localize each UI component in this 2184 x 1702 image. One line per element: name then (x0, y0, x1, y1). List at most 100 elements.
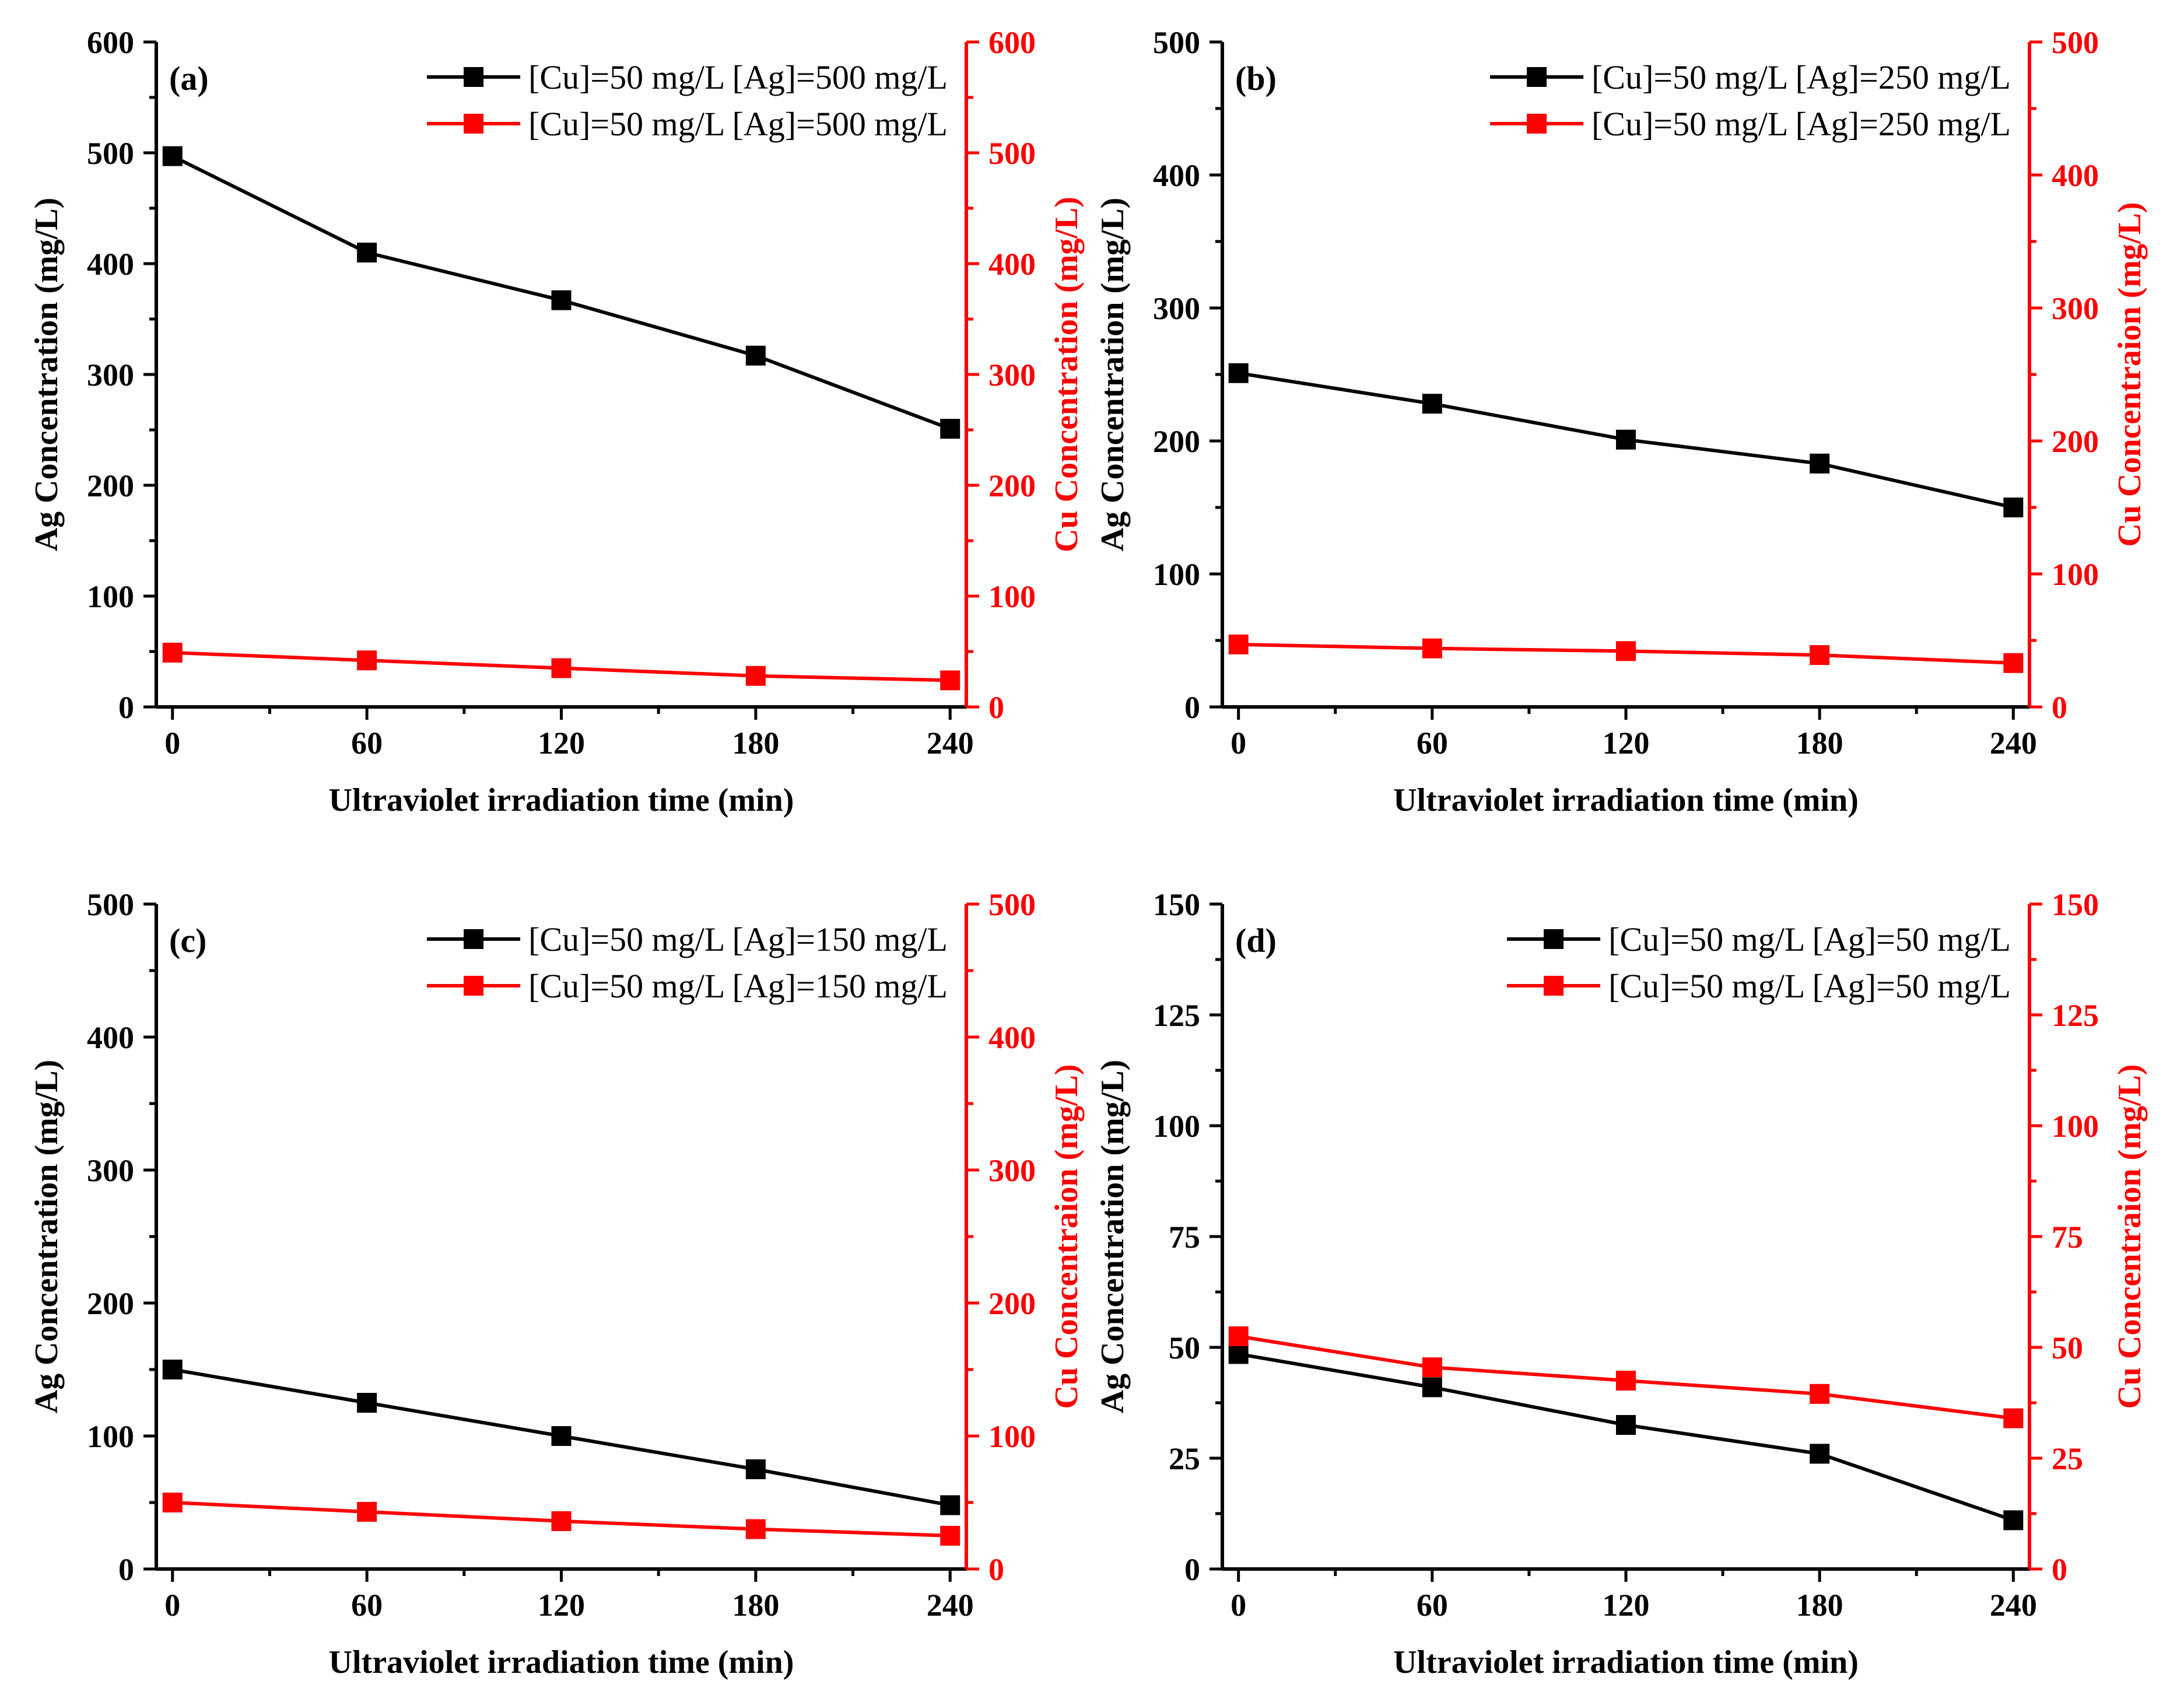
data-point-marker (551, 1511, 572, 1531)
y-axis-left-title: Ag Concentration (mg/L) (1095, 198, 1131, 552)
y-left-tick-label: 200 (1153, 424, 1200, 459)
legend-marker-swatch (464, 976, 484, 996)
data-point-marker (1810, 1444, 1830, 1464)
y-left-tick-label: 100 (1153, 557, 1200, 592)
y-left-tick-label: 400 (87, 247, 134, 282)
legend-marker-swatch (464, 929, 484, 949)
legend-marker-swatch (1544, 976, 1564, 996)
data-point-marker (551, 290, 572, 310)
data-point-marker (1810, 645, 1830, 666)
y-left-tick-label: 500 (87, 136, 134, 171)
y-left-tick-label: 0 (1184, 690, 1200, 725)
y-right-tick-label: 100 (988, 1419, 1036, 1454)
x-tick-label: 240 (1990, 1588, 2037, 1623)
y-axis-right-title: Cu Concentraion (mg/L) (2112, 202, 2148, 547)
y-left-tick-label: 300 (87, 358, 134, 393)
y-left-tick-label: 0 (118, 690, 134, 725)
y-left-tick-label: 200 (87, 468, 134, 503)
x-tick-label: 60 (1417, 1588, 1448, 1623)
data-point-marker (1616, 429, 1636, 450)
y-right-tick-label: 100 (988, 579, 1036, 614)
y-left-tick-label: 100 (87, 579, 134, 614)
y-left-tick-label: 100 (87, 1419, 134, 1454)
y-right-tick-label: 400 (988, 247, 1036, 282)
y-left-tick-label: 400 (87, 1020, 134, 1055)
panel-label: (d) (1235, 922, 1277, 959)
y-axis-right-title: Cu Concentraion (mg/L) (2112, 1064, 2148, 1409)
data-point-marker (357, 1501, 377, 1522)
y-right-tick-label: 500 (988, 887, 1036, 922)
data-point-marker (1616, 1415, 1636, 1435)
y-left-tick-label: 400 (1153, 158, 1200, 193)
data-point-marker (1228, 363, 1249, 383)
data-point-marker (745, 666, 766, 686)
data-point-marker (1422, 1357, 1442, 1378)
y-right-tick-label: 100 (2052, 1109, 2099, 1144)
data-point-marker (1422, 394, 1442, 414)
y-left-tick-label: 150 (1153, 887, 1200, 922)
x-tick-label: 240 (1990, 726, 2037, 761)
data-point-marker (1810, 453, 1830, 474)
legend-label: [Cu]=50 mg/L [Ag]=250 mg/L (1591, 105, 2011, 143)
x-tick-label: 180 (1796, 1588, 1843, 1623)
x-axis-title: Ultraviolet irradiation time (min) (329, 1644, 794, 1680)
y-left-tick-label: 0 (118, 1552, 134, 1587)
data-point-marker (1616, 641, 1636, 661)
y-right-tick-label: 0 (2052, 690, 2067, 725)
chart-panel: 0 60 120 180 240 0 100 200 300 400 500 0 100 200 300 40… (29, 887, 1085, 1680)
data-point-marker (162, 1360, 183, 1379)
y-axis-left-title: Ag Concentration (mg/L) (29, 198, 65, 552)
data-point-marker (2003, 1510, 2024, 1531)
x-tick-label: 120 (538, 726, 585, 761)
x-tick-label: 120 (1603, 726, 1650, 761)
y-right-tick-label: 200 (2052, 424, 2099, 459)
y-left-tick-label: 600 (87, 25, 134, 60)
y-left-tick-label: 25 (1169, 1441, 1200, 1476)
chart-panel: 0 60 120 180 240 0 100 200 300 400 500 0 100 200 300 40… (1095, 25, 2148, 818)
legend-label: [Cu]=50 mg/L [Ag]=150 mg/L (528, 920, 948, 958)
y-axis-left-title: Ag Concentration (mg/L) (1095, 1060, 1131, 1414)
y-right-tick-label: 300 (988, 1153, 1036, 1188)
y-right-tick-label: 600 (988, 25, 1036, 60)
x-tick-label: 60 (351, 1588, 383, 1623)
data-point-marker (357, 1393, 377, 1413)
y-left-tick-label: 300 (87, 1153, 134, 1188)
y-right-tick-label: 0 (988, 1552, 1004, 1587)
data-point-marker (745, 1459, 766, 1479)
y-left-tick-label: 200 (87, 1286, 134, 1321)
data-point-marker (2003, 1408, 2024, 1428)
data-point-marker (2003, 653, 2024, 673)
legend-label: [Cu]=50 mg/L [Ag]=150 mg/L (528, 967, 948, 1005)
y-right-tick-label: 125 (2052, 998, 2099, 1033)
data-point-marker (940, 670, 960, 691)
data-point-marker (357, 650, 377, 671)
legend-marker-swatch (1527, 67, 1547, 87)
x-axis-title: Ultraviolet irradiation time (min) (1393, 1644, 1859, 1680)
y-right-tick-label: 75 (2052, 1220, 2083, 1255)
x-tick-label: 120 (1603, 1588, 1650, 1623)
y-right-tick-label: 150 (2052, 887, 2099, 922)
y-right-tick-label: 300 (988, 358, 1036, 393)
x-tick-label: 180 (732, 726, 779, 761)
y-axis-left-title: Ag Concentration (mg/L) (29, 1060, 65, 1414)
x-tick-label: 240 (927, 726, 974, 761)
x-tick-label: 0 (1231, 726, 1246, 761)
chart-panel: 0 60 120 180 240 0 25 50 75 100 125 150 0 25 50 75 100 12… (1095, 887, 2148, 1680)
x-tick-label: 60 (1417, 726, 1448, 761)
data-point-marker (162, 146, 183, 166)
y-right-tick-label: 400 (988, 1020, 1036, 1055)
panel-label: (a) (169, 59, 209, 97)
y-right-tick-label: 0 (988, 690, 1004, 725)
y-right-tick-label: 100 (2052, 557, 2099, 592)
x-axis-title: Ultraviolet irradiation time (min) (329, 782, 794, 818)
data-point-marker (551, 1426, 572, 1446)
panel-label: (c) (169, 922, 206, 959)
data-point-marker (745, 345, 766, 366)
y-left-tick-label: 50 (1169, 1330, 1200, 1365)
data-point-marker (1422, 638, 1442, 659)
x-tick-label: 60 (351, 726, 383, 761)
legend-marker-swatch (464, 67, 484, 87)
y-right-tick-label: 400 (2052, 158, 2099, 193)
